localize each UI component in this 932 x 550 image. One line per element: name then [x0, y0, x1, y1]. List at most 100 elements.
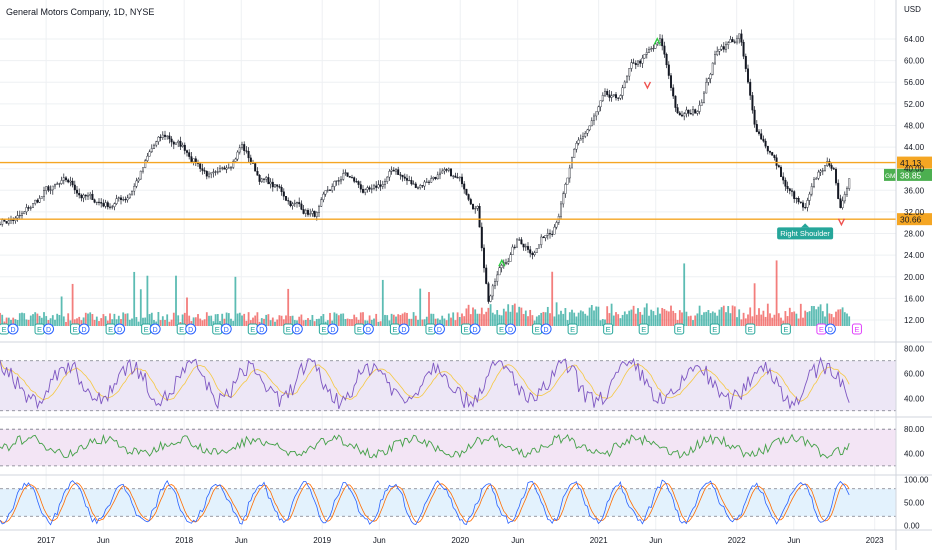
dividend-letter: D — [188, 327, 193, 334]
dividend-marker[interactable] — [824, 323, 836, 335]
volume-bar — [846, 313, 848, 326]
volume-bar — [357, 319, 360, 326]
buy-signal-arrow — [653, 37, 661, 46]
volume-bar — [18, 313, 21, 326]
volume-bar — [498, 314, 501, 326]
candle-body — [652, 48, 655, 50]
volume-bar — [49, 318, 52, 326]
dividend-marker[interactable] — [149, 323, 161, 335]
indicator-tick-label: 0.00 — [904, 521, 920, 530]
volume-bar — [293, 320, 296, 326]
candle-body — [54, 184, 57, 187]
earnings-marker[interactable] — [745, 323, 756, 335]
earnings-marker[interactable] — [638, 323, 649, 335]
candle-body — [491, 285, 494, 297]
symbol-tag — [884, 168, 896, 181]
volume-bar — [276, 319, 279, 326]
candle-body — [518, 239, 521, 241]
volume-bar — [527, 316, 529, 326]
price-tick-label: 20.00 — [904, 273, 925, 282]
dividend-marker[interactable] — [78, 323, 90, 335]
volume-bar — [417, 319, 419, 326]
dividend-marker[interactable] — [43, 323, 55, 335]
earnings-marker[interactable] — [851, 323, 862, 335]
dividend-marker[interactable] — [362, 323, 374, 335]
volume-bar — [113, 313, 116, 326]
time-tick-label: 2021 — [590, 536, 608, 545]
dividend-marker[interactable] — [469, 323, 481, 335]
volume-bar — [610, 303, 613, 326]
volume-bar — [289, 316, 292, 326]
volume-bar — [678, 310, 681, 326]
volume-bar — [571, 309, 573, 326]
earnings-marker[interactable] — [567, 323, 578, 335]
earnings-letter: E — [819, 325, 824, 334]
dividend-marker[interactable] — [540, 323, 552, 335]
dividend-marker[interactable] — [114, 323, 126, 335]
candle-body — [553, 226, 556, 235]
volume-bar — [313, 321, 316, 326]
volume-bar — [302, 320, 305, 326]
volume-bar — [82, 317, 85, 326]
volume-bar — [210, 315, 213, 326]
volume-bar — [443, 318, 446, 326]
volume-bar — [502, 308, 505, 326]
volume-bar — [568, 312, 571, 326]
volume-bar — [758, 308, 760, 326]
level-price-tag — [897, 156, 932, 169]
volume-bar — [47, 320, 50, 326]
volume-bar — [241, 315, 243, 326]
dividend-marker[interactable] — [398, 323, 410, 335]
volume-bar — [516, 312, 518, 326]
candle-body — [106, 202, 109, 208]
volume-bar — [716, 315, 719, 326]
candle-body — [425, 181, 428, 183]
dividend-marker[interactable] — [433, 323, 445, 335]
candle-body — [524, 246, 527, 248]
volume-bar — [436, 318, 439, 326]
dividend-marker[interactable] — [7, 323, 19, 335]
candle-body — [707, 78, 710, 83]
annotation-box[interactable] — [777, 227, 834, 240]
earnings-marker[interactable] — [709, 323, 720, 335]
volume-bar — [597, 306, 600, 326]
volume-bar — [401, 313, 404, 326]
dividend-marker[interactable] — [256, 323, 268, 335]
volume-bar — [87, 313, 89, 326]
dividend-marker[interactable] — [291, 323, 303, 335]
earnings-letter: E — [428, 325, 433, 334]
dividend-marker[interactable] — [327, 323, 339, 335]
volume-bar — [575, 316, 578, 326]
earnings-marker[interactable] — [674, 323, 685, 335]
earnings-marker[interactable] — [780, 323, 791, 335]
volume-bar — [593, 310, 595, 326]
dividend-marker[interactable] — [505, 323, 517, 335]
candle-body — [139, 170, 142, 180]
dividend-letter: D — [401, 327, 406, 334]
earnings-letter: E — [144, 325, 149, 334]
volume-bar — [234, 276, 237, 326]
candle-body — [247, 151, 250, 159]
volume-bar — [403, 312, 406, 326]
candle-body — [274, 184, 277, 188]
dividend-marker[interactable] — [220, 323, 232, 335]
dividend-marker[interactable] — [185, 323, 197, 335]
earnings-marker[interactable] — [603, 323, 614, 335]
volume-bar — [700, 314, 703, 326]
candle-body — [683, 113, 686, 117]
volume-bar — [373, 318, 375, 326]
volume-bar — [177, 315, 180, 326]
candle-body — [27, 207, 30, 209]
candle-body — [102, 203, 105, 207]
volume-bar — [333, 312, 336, 326]
candle-body — [298, 202, 301, 205]
volume-bar — [91, 314, 94, 326]
volume-bar — [661, 307, 664, 326]
volume-bar — [109, 313, 111, 326]
candle-body — [458, 176, 461, 179]
time-tick-label: 2019 — [313, 536, 331, 545]
price-tick-label: 12.00 — [904, 316, 925, 325]
chart-title: General Motors Company, 1D, NYSE — [6, 7, 154, 17]
candle-body — [245, 150, 248, 152]
candle-body — [399, 174, 402, 176]
